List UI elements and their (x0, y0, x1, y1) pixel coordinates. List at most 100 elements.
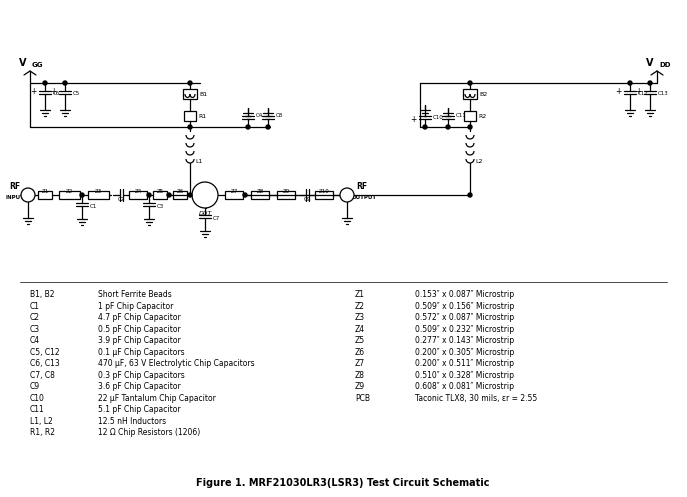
Text: 0.3 pF Chip Capacitors: 0.3 pF Chip Capacitors (98, 370, 185, 380)
Text: 470 μF, 63 V Electrolytic Chip Capacitors: 470 μF, 63 V Electrolytic Chip Capacitor… (98, 359, 255, 368)
Text: RF: RF (357, 181, 368, 190)
Text: C5, C12: C5, C12 (30, 347, 60, 356)
Text: GG: GG (32, 62, 43, 68)
Circle shape (648, 81, 652, 85)
Circle shape (340, 188, 354, 202)
Bar (173, 191, 187, 199)
Text: Z5: Z5 (157, 189, 164, 194)
Circle shape (188, 81, 192, 85)
Text: C11: C11 (456, 113, 466, 118)
Text: 0.1 μF Chip Capacitors: 0.1 μF Chip Capacitors (98, 347, 185, 356)
Text: Z10: Z10 (319, 189, 329, 194)
Text: +: + (51, 86, 57, 95)
Circle shape (468, 125, 472, 129)
Text: Z6: Z6 (177, 189, 183, 194)
Bar (129, 191, 147, 199)
Text: 5.1 pF Chip Capacitor: 5.1 pF Chip Capacitor (98, 405, 181, 414)
Text: INPUT: INPUT (5, 194, 25, 199)
Text: R1: R1 (198, 113, 206, 118)
Circle shape (147, 193, 151, 197)
Text: L2: L2 (475, 159, 482, 164)
Text: 4.7 pF Chip Capacitor: 4.7 pF Chip Capacitor (98, 313, 181, 322)
Text: +: + (616, 86, 622, 95)
Text: Taconic TLX8, 30 mils, εr = 2.55: Taconic TLX8, 30 mils, εr = 2.55 (415, 394, 537, 403)
Text: PCB: PCB (355, 394, 370, 403)
Bar (59, 191, 80, 199)
Text: C13: C13 (658, 90, 668, 95)
Circle shape (80, 193, 84, 197)
Bar (88, 191, 109, 199)
Text: Short Ferrite Beads: Short Ferrite Beads (98, 290, 172, 299)
Text: C1: C1 (30, 302, 40, 311)
Text: Z2: Z2 (355, 302, 365, 311)
Text: L1, L2: L1, L2 (30, 416, 53, 425)
Text: L1: L1 (195, 159, 203, 164)
Circle shape (192, 182, 218, 208)
Bar (184, 111, 196, 121)
Text: 12.5 nH Inductors: 12.5 nH Inductors (98, 416, 166, 425)
Text: C8: C8 (276, 113, 283, 118)
Text: 0.509″ x 0.232″ Microstrip: 0.509″ x 0.232″ Microstrip (415, 325, 514, 333)
Text: C3: C3 (157, 204, 164, 209)
Circle shape (167, 193, 171, 197)
Text: C12: C12 (638, 90, 649, 95)
Circle shape (43, 81, 47, 85)
Text: B1: B1 (199, 91, 207, 96)
Text: RF: RF (10, 181, 21, 190)
Text: Z4: Z4 (135, 189, 142, 194)
Text: C2: C2 (30, 313, 40, 322)
Text: Z9: Z9 (355, 382, 365, 391)
Text: Z4: Z4 (355, 325, 365, 333)
Text: 0.200″ x 0.305″ Microstrip: 0.200″ x 0.305″ Microstrip (415, 347, 515, 356)
Text: +: + (411, 114, 417, 123)
Text: C6, C13: C6, C13 (30, 359, 60, 368)
Circle shape (246, 125, 250, 129)
Text: Z7: Z7 (355, 359, 365, 368)
Bar (277, 191, 295, 199)
Text: V: V (19, 58, 26, 68)
Text: OUTPUT: OUTPUT (352, 194, 376, 199)
Text: 0.200″ x 0.511″ Microstrip: 0.200″ x 0.511″ Microstrip (415, 359, 514, 368)
Text: Z3: Z3 (355, 313, 365, 322)
Text: R2: R2 (478, 113, 486, 118)
Text: Z2: Z2 (66, 189, 73, 194)
Circle shape (468, 193, 472, 197)
Text: Z8: Z8 (355, 370, 365, 380)
Text: C9: C9 (304, 197, 311, 202)
Text: 12 Ω Chip Resistors (1206): 12 Ω Chip Resistors (1206) (98, 428, 200, 437)
Circle shape (423, 125, 427, 129)
Text: DUT: DUT (199, 211, 213, 216)
Text: Z1: Z1 (41, 189, 49, 194)
Text: 22 μF Tantalum Chip Capacitor: 22 μF Tantalum Chip Capacitor (98, 394, 216, 403)
Bar (38, 191, 52, 199)
Circle shape (446, 125, 450, 129)
Text: Z9: Z9 (282, 189, 290, 194)
Text: 3.9 pF Chip Capacitor: 3.9 pF Chip Capacitor (98, 336, 181, 345)
Circle shape (468, 81, 472, 85)
Text: +: + (31, 86, 37, 95)
Text: Z6: Z6 (355, 347, 365, 356)
Text: B1, B2: B1, B2 (30, 290, 54, 299)
Text: +: + (635, 86, 642, 95)
Text: DD: DD (659, 62, 671, 68)
Text: 1 pF Chip Capacitor: 1 pF Chip Capacitor (98, 302, 173, 311)
Text: C10: C10 (30, 394, 45, 403)
Text: V: V (646, 58, 653, 68)
Text: C4: C4 (256, 113, 263, 118)
Text: 3.6 pF Chip Capacitor: 3.6 pF Chip Capacitor (98, 382, 181, 391)
Text: C11: C11 (30, 405, 45, 414)
Circle shape (266, 125, 270, 129)
Circle shape (21, 188, 35, 202)
Text: Z1: Z1 (355, 290, 365, 299)
Circle shape (188, 125, 192, 129)
Text: C3: C3 (30, 325, 40, 333)
Text: C7: C7 (213, 216, 221, 221)
Circle shape (63, 81, 67, 85)
Bar (251, 191, 269, 199)
Text: 0.608″ x 0.081″ Microstrip: 0.608″ x 0.081″ Microstrip (415, 382, 514, 391)
Text: C9: C9 (30, 382, 40, 391)
Text: Z3: Z3 (95, 189, 102, 194)
Text: 0.277″ x 0.143″ Microstrip: 0.277″ x 0.143″ Microstrip (415, 336, 514, 345)
Bar (153, 191, 167, 199)
Bar (315, 191, 333, 199)
